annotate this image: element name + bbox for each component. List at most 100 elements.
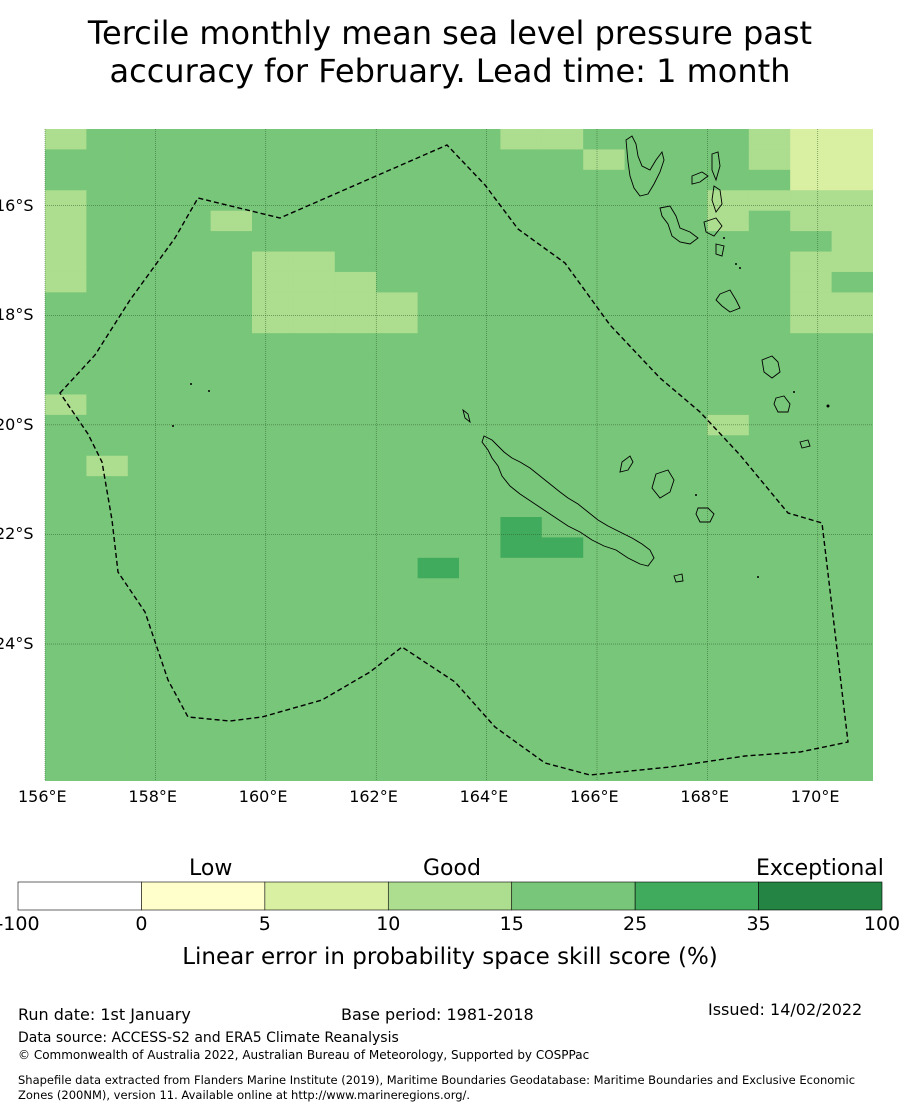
skill-cell <box>459 721 501 743</box>
skill-cell <box>666 353 708 375</box>
skill-cell <box>583 700 626 722</box>
skill-cell <box>86 557 129 579</box>
skill-cell <box>500 639 543 661</box>
skill-cell <box>707 598 750 620</box>
skill-cell <box>500 271 543 293</box>
skill-cell <box>500 476 543 498</box>
skill-cell <box>707 741 750 763</box>
skill-cell <box>334 619 377 641</box>
skill-cell <box>831 721 873 743</box>
loyalty-island-2 <box>651 469 675 499</box>
skill-cell <box>376 476 419 498</box>
skill-cell <box>748 149 791 171</box>
skill-cell <box>210 619 253 641</box>
skill-cell <box>500 414 543 436</box>
skill-cell <box>210 333 253 355</box>
skill-cell <box>707 231 750 253</box>
skill-cell <box>334 455 377 477</box>
skill-cell <box>86 721 129 743</box>
skill-cell <box>417 476 460 498</box>
skill-cell <box>459 231 501 253</box>
skill-cell <box>252 374 294 395</box>
skill-cell <box>334 496 377 518</box>
skill-cell <box>86 578 129 600</box>
colorbar-label-exceptional: Exceptional <box>756 856 884 881</box>
skill-cell <box>748 251 791 273</box>
skill-cell <box>293 353 336 375</box>
longitude-label: 162°E <box>349 787 398 806</box>
skill-cell <box>127 312 170 334</box>
skill-cell <box>748 374 791 395</box>
skill-cell <box>86 517 129 538</box>
skill-cell <box>459 149 501 171</box>
skill-cell <box>293 251 336 273</box>
skill-cell <box>210 762 253 781</box>
skill-cell <box>376 374 419 395</box>
skill-cell <box>252 190 294 212</box>
skill-cell <box>86 496 129 518</box>
skill-cell <box>334 169 377 191</box>
skill-cell <box>500 129 543 150</box>
skill-cell <box>169 149 212 171</box>
skill-cell <box>459 292 501 314</box>
title-line-2: accuracy for February. Lead time: 1 mont… <box>109 52 791 90</box>
skill-cell <box>583 619 626 641</box>
skill-cell <box>334 129 377 150</box>
skill-cell <box>417 129 460 150</box>
skill-cell <box>666 659 708 681</box>
skill-cell <box>376 700 419 722</box>
skill-cell <box>624 414 667 436</box>
skill-cell <box>86 271 129 293</box>
skill-cell <box>707 496 750 518</box>
skill-cell <box>500 496 543 518</box>
small-islands <box>172 237 830 578</box>
skill-cell <box>541 353 584 375</box>
skill-cell <box>210 374 253 395</box>
skill-cell <box>790 374 833 395</box>
skill-cell <box>583 374 626 395</box>
skill-cell <box>541 169 584 191</box>
skill-cell <box>86 190 129 212</box>
skill-cell <box>707 537 750 559</box>
skill-cell <box>417 414 460 436</box>
skill-cell <box>45 251 87 273</box>
skill-cell <box>334 149 377 171</box>
skill-cell <box>169 333 212 355</box>
skill-cell <box>210 394 253 416</box>
skill-cell <box>45 190 87 212</box>
skill-cell <box>334 762 377 781</box>
skill-cell <box>86 700 129 722</box>
skill-cell <box>210 414 253 436</box>
isle-of-pines <box>673 573 684 583</box>
skill-cell <box>169 271 212 293</box>
skill-cell <box>583 353 626 375</box>
skill-cell <box>127 414 170 436</box>
skill-cell <box>293 680 336 702</box>
skill-cell <box>169 517 212 538</box>
skill-cell <box>583 578 626 600</box>
skill-cell <box>624 741 667 763</box>
skill-cell <box>748 190 791 212</box>
skill-cell <box>127 537 170 559</box>
skill-cell <box>293 312 336 334</box>
skill-cell <box>169 537 212 559</box>
skill-cell <box>334 639 377 661</box>
skill-cell <box>831 455 873 477</box>
skill-cell <box>417 639 460 661</box>
skill-cell <box>417 435 460 457</box>
skill-cell <box>210 353 253 375</box>
skill-cell <box>334 680 377 702</box>
skill-cell <box>666 557 708 579</box>
skill-cell <box>417 578 460 600</box>
skill-cell <box>210 598 253 620</box>
skill-cell <box>541 333 584 355</box>
skill-cell <box>748 762 791 781</box>
skill-cell <box>210 231 253 253</box>
skill-cell <box>293 394 336 416</box>
skill-cell <box>666 271 708 293</box>
skill-cell <box>45 414 87 436</box>
skill-cell <box>45 333 87 355</box>
skill-cell <box>334 353 377 375</box>
skill-cell <box>376 721 419 743</box>
